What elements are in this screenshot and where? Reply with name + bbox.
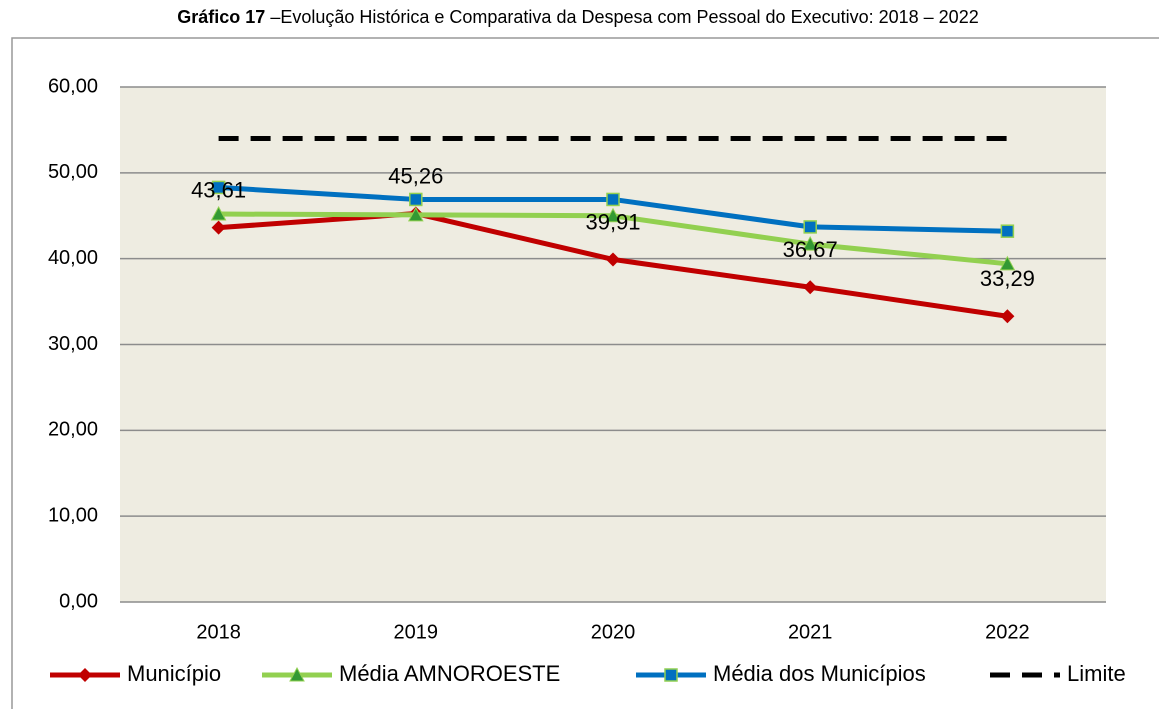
title-text: –Evolução Histórica e Comparativa da Des…	[270, 7, 978, 27]
marker	[210, 205, 227, 221]
title-label: Gráfico 17	[177, 7, 265, 27]
marker	[1000, 224, 1015, 238]
marker	[1000, 309, 1015, 324]
legend-marker	[289, 666, 305, 682]
frame	[11, 37, 1159, 709]
data-label: 45,26	[388, 163, 443, 188]
x-tick-label: 2018	[196, 621, 241, 643]
x-tick-label: 2022	[985, 621, 1030, 643]
marker	[999, 255, 1016, 271]
marker	[803, 280, 818, 295]
x-tick-label: 2021	[788, 621, 833, 643]
marker	[802, 236, 819, 251]
y-tick-label: 10,00	[48, 504, 98, 526]
y-tick-label: 30,00	[48, 333, 98, 355]
legend-label: Média dos Municípios	[713, 661, 926, 686]
chart-title: Gráfico 17 –Evolução Histórica e Comparat…	[177, 7, 978, 27]
legend-label: Média AMNOROESTE	[339, 661, 560, 686]
data-label: 39,91	[585, 209, 640, 234]
y-tick-label: 20,00	[48, 419, 98, 441]
marker	[211, 220, 226, 235]
data-label: 36,67	[783, 237, 838, 262]
y-tick-label: 40,00	[48, 247, 98, 269]
marker	[803, 220, 817, 234]
y-tick-label: 50,00	[48, 161, 98, 183]
y-tick-label: 0,00	[59, 590, 98, 612]
marker	[211, 180, 226, 195]
x-tick-label: 2019	[394, 621, 439, 643]
marker	[407, 206, 424, 222]
x-tick-label: 2020	[591, 621, 636, 643]
legend-label: Município	[127, 661, 221, 686]
legend-marker	[664, 668, 678, 682]
marker	[606, 252, 620, 267]
data-label: 43,61	[191, 177, 246, 202]
legend-label: Limite	[1067, 661, 1126, 686]
legend-marker	[78, 668, 92, 682]
y-tick-label: 60,00	[48, 75, 98, 97]
marker	[409, 192, 423, 207]
data-label: 33,29	[980, 266, 1035, 291]
marker	[605, 207, 621, 223]
marker	[606, 192, 620, 207]
